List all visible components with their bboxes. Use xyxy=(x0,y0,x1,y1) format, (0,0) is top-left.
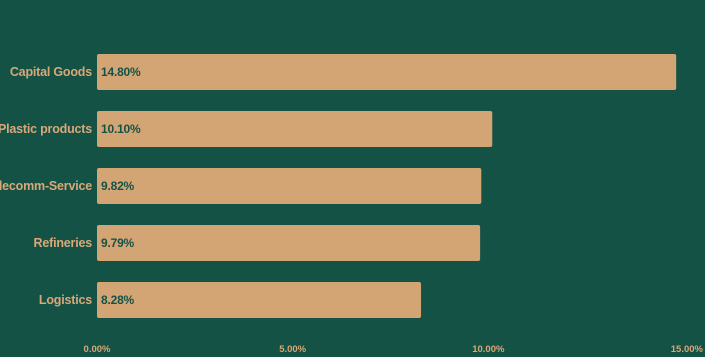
x-tick-label: 0.00% xyxy=(84,344,111,355)
x-tick-label: 10.00% xyxy=(472,344,505,355)
value-label-telecomm-service: 9.82% xyxy=(101,179,135,193)
value-label-plastic-products: 10.10% xyxy=(101,122,141,136)
category-label-logistics: Logistics xyxy=(39,293,92,307)
x-tick-label: 15.00% xyxy=(671,344,704,355)
bar-telecomm-service xyxy=(97,168,482,204)
bar-logistics xyxy=(97,282,422,318)
bar-refineries xyxy=(97,225,481,261)
bar-capital-goods xyxy=(97,54,677,90)
category-label-plastic-products: Plastic products xyxy=(0,122,92,136)
x-axis-ticks: 0.00% 5.00% 10.00% 15.00% xyxy=(84,344,704,355)
category-label-telecomm-service: Telecomm-Service xyxy=(0,179,92,193)
bar-plastic-products xyxy=(97,111,493,147)
category-label-refineries: Refineries xyxy=(34,236,93,250)
value-label-refineries: 9.79% xyxy=(101,236,135,250)
bars-group: Capital Goods 14.80% Plastic products 10.10… xyxy=(0,54,677,318)
value-label-logistics: 8.28% xyxy=(101,293,135,307)
x-tick-label: 5.00% xyxy=(279,344,306,355)
value-label-capital-goods: 14.80% xyxy=(101,65,141,79)
category-label-capital-goods: Capital Goods xyxy=(10,65,92,79)
